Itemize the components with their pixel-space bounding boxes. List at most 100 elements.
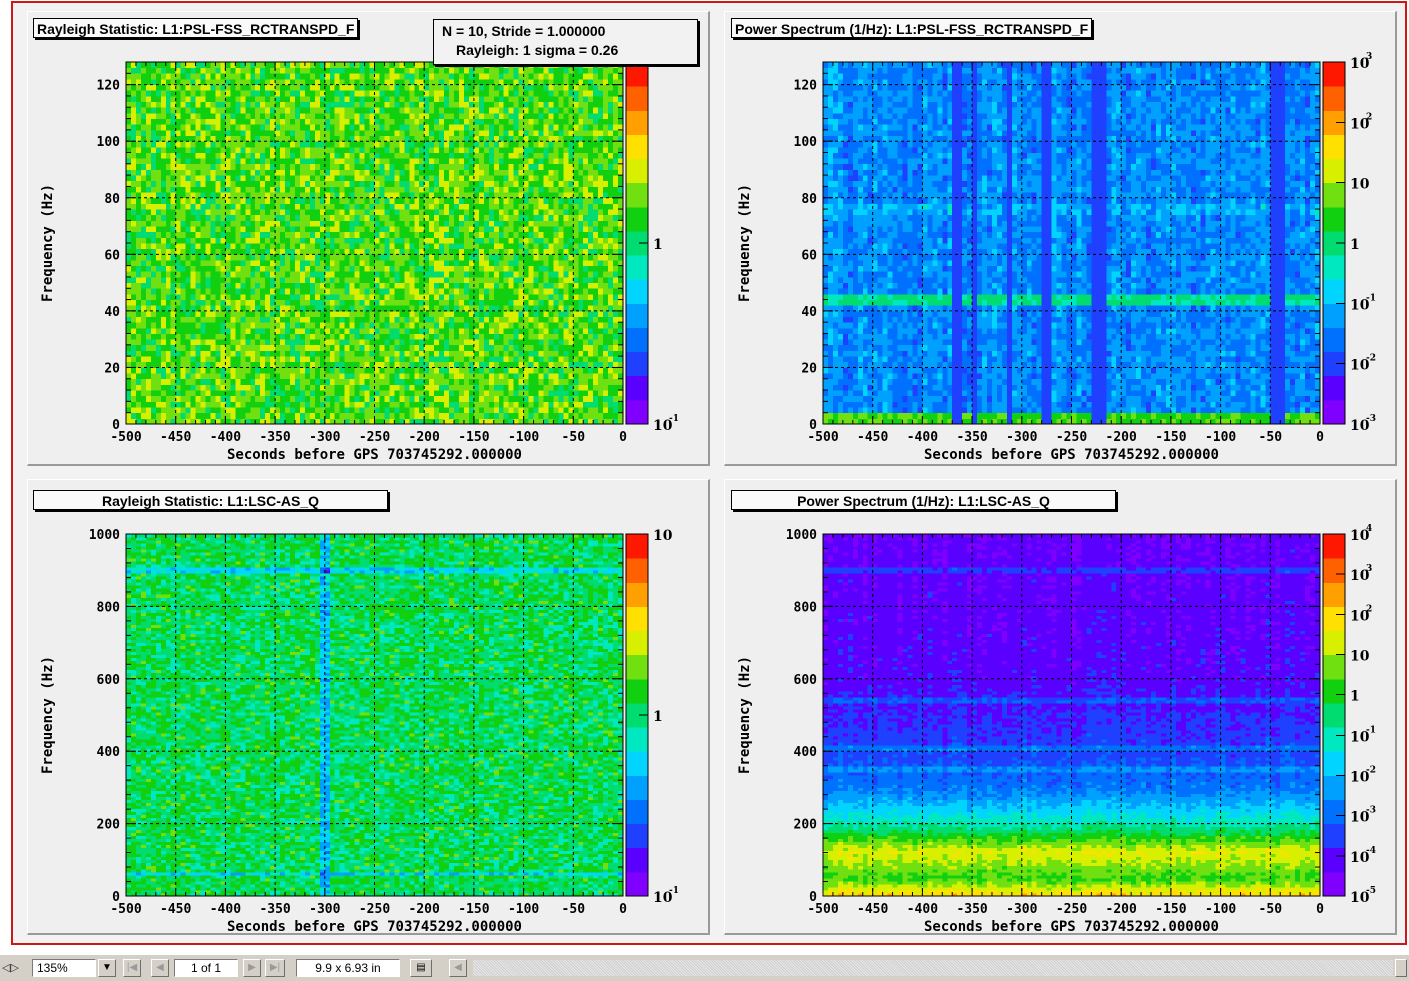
heatmap-cell bbox=[349, 243, 356, 250]
heatmap-cell bbox=[180, 67, 187, 74]
heatmap-cell bbox=[235, 73, 241, 80]
heatmap-cell bbox=[458, 276, 465, 283]
heatmap-cell bbox=[280, 175, 286, 182]
heatmap-cell bbox=[379, 305, 385, 312]
heatmap-cell bbox=[458, 62, 465, 69]
heatmap-cell bbox=[190, 248, 196, 255]
heatmap-cell bbox=[299, 226, 306, 233]
heatmap-cell bbox=[180, 197, 187, 204]
heatmap-cell bbox=[329, 293, 336, 300]
heatmap-cell bbox=[354, 197, 360, 204]
heatmap-cell bbox=[324, 135, 331, 142]
heatmap-cell bbox=[220, 322, 226, 329]
heatmap-cell bbox=[339, 220, 346, 227]
heatmap-cell bbox=[309, 192, 316, 199]
heatmap-cell bbox=[468, 305, 475, 312]
heatmap-cell bbox=[379, 390, 385, 397]
heatmap-cell bbox=[344, 384, 351, 391]
heatmap-cell bbox=[255, 367, 261, 374]
heatmap-cell bbox=[354, 384, 360, 391]
heatmap-cell bbox=[399, 265, 405, 272]
heatmap-cell bbox=[145, 282, 152, 289]
heatmap-cell bbox=[473, 180, 480, 187]
heatmap-cell bbox=[369, 305, 375, 312]
heatmap-cell bbox=[424, 339, 430, 346]
heatmap-cell bbox=[434, 412, 440, 419]
heatmap-cell bbox=[458, 265, 465, 272]
heatmap-cell bbox=[140, 118, 147, 125]
heatmap-cell bbox=[503, 271, 510, 278]
heatmap-cell bbox=[185, 339, 192, 346]
heatmap-cell bbox=[165, 237, 172, 244]
heatmap-cell bbox=[488, 361, 495, 368]
heatmap-cell bbox=[280, 169, 286, 176]
heatmap-cell bbox=[170, 107, 177, 114]
heatmap-cell bbox=[344, 339, 351, 346]
heatmap-cell bbox=[175, 84, 182, 91]
heatmap-cell bbox=[463, 327, 470, 334]
heatmap-cell bbox=[275, 237, 281, 244]
heatmap-cell bbox=[185, 293, 192, 300]
heatmap-cell bbox=[508, 73, 515, 80]
heatmap-cell bbox=[200, 146, 206, 153]
heatmap-cell bbox=[478, 384, 485, 391]
heatmap-cell bbox=[210, 288, 216, 295]
heatmap-cell bbox=[384, 271, 390, 278]
heatmap-cell bbox=[245, 407, 251, 414]
heatmap-cell bbox=[220, 401, 226, 408]
heatmap-cell bbox=[230, 90, 236, 97]
heatmap-cell bbox=[150, 237, 157, 244]
heatmap-cell bbox=[150, 373, 157, 380]
heatmap-cell bbox=[374, 327, 380, 334]
heatmap-cell bbox=[439, 169, 445, 176]
heatmap-cell bbox=[195, 276, 201, 283]
heatmap-cell bbox=[463, 384, 470, 391]
heatmap-cell bbox=[205, 84, 211, 91]
heatmap-cell bbox=[404, 350, 410, 357]
heatmap-cell bbox=[304, 299, 311, 306]
heatmap-cell bbox=[225, 390, 231, 397]
heatmap-cell bbox=[344, 322, 351, 329]
heatmap-cell bbox=[329, 141, 336, 148]
heatmap-cell bbox=[255, 254, 261, 261]
heatmap-cell bbox=[483, 226, 490, 233]
heatmap-cell bbox=[379, 384, 385, 391]
heatmap-cell bbox=[444, 390, 450, 397]
heatmap-cell bbox=[354, 350, 360, 357]
heatmap-cell bbox=[488, 333, 495, 340]
heatmap-cell bbox=[399, 73, 405, 80]
heatmap-cell bbox=[265, 67, 271, 74]
heatmap-cell bbox=[329, 67, 336, 74]
heatmap-cell bbox=[155, 197, 162, 204]
heatmap-cell bbox=[225, 384, 231, 391]
heatmap-cell bbox=[240, 220, 246, 227]
heatmap-cell bbox=[339, 367, 346, 374]
heatmap-cell bbox=[210, 293, 216, 300]
heatmap-cell bbox=[250, 203, 256, 210]
heatmap-cell bbox=[260, 152, 266, 159]
heatmap-cell bbox=[150, 322, 157, 329]
heatmap-cell bbox=[299, 254, 306, 261]
heatmap-cell bbox=[349, 401, 356, 408]
heatmap-cell bbox=[275, 322, 281, 329]
heatmap-cell bbox=[270, 265, 276, 272]
heatmap-cell bbox=[319, 407, 326, 414]
heatmap-cell bbox=[235, 282, 241, 289]
heatmap-cell bbox=[165, 327, 172, 334]
heatmap-cell bbox=[200, 180, 206, 187]
heatmap-cell bbox=[434, 180, 440, 187]
heatmap-cell bbox=[240, 186, 246, 193]
heatmap-cell bbox=[329, 163, 336, 170]
heatmap-cell bbox=[374, 373, 380, 380]
heatmap-cell bbox=[220, 361, 226, 368]
heatmap-cell bbox=[245, 231, 251, 238]
heatmap-cell bbox=[165, 322, 172, 329]
heatmap-cell bbox=[439, 101, 445, 108]
heatmap-cell bbox=[304, 169, 311, 176]
heatmap-cell bbox=[473, 350, 480, 357]
heatmap-cell bbox=[334, 146, 341, 153]
heatmap-cell bbox=[180, 84, 187, 91]
heatmap-cell bbox=[150, 169, 157, 176]
heatmap-cell bbox=[434, 367, 440, 374]
heatmap-cell bbox=[399, 395, 405, 402]
